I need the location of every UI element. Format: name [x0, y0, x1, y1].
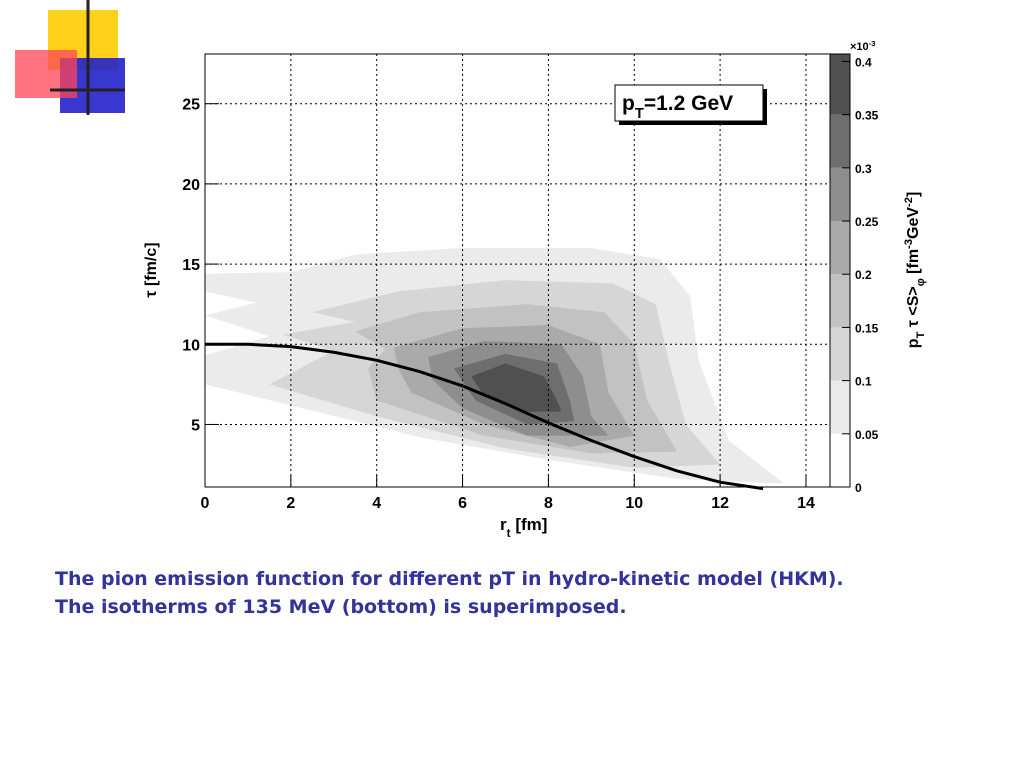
colorbar-label-part: T: [915, 332, 927, 339]
colorbar-exponent-part: ×10: [850, 41, 869, 53]
colorbar-tick-label: 0.3: [855, 162, 872, 176]
isotherm-line: [205, 342, 764, 491]
colorbar-band: [830, 54, 850, 115]
y-tick-label: 15: [182, 257, 200, 274]
x-tick-label: 4: [372, 495, 381, 512]
colorbar-label-part: φ: [915, 278, 927, 286]
colorbar-exponent: ×10-3: [850, 39, 876, 54]
colorbar-tick-label: 0.1: [855, 375, 872, 389]
decoration: [15, 0, 125, 115]
colorbar-label-part: GeV: [905, 207, 922, 239]
x-tick-label: 0: [201, 495, 210, 512]
x-axis-label-part: [fm]: [511, 515, 548, 534]
colorbar-tick-label: 0.2: [855, 268, 872, 282]
colorbar-band: [830, 114, 850, 168]
caption-line: The pion emission function for different…: [55, 568, 844, 590]
colorbar-tick-label: 0.4: [855, 55, 872, 69]
x-tick-label: 14: [797, 495, 815, 512]
contour-region: [471, 363, 562, 412]
annotation-text-part: =1.2 GeV: [644, 92, 733, 115]
colorbar-label-part: p: [905, 338, 922, 348]
colorbar-label-part: -2: [903, 197, 915, 207]
annotation-text-part: T: [635, 106, 644, 122]
y-axis-label-part: τ [fm/c]: [143, 242, 160, 297]
y-tick-label: 20: [182, 177, 200, 194]
colorbar-band: [830, 380, 850, 434]
x-tick-label: 10: [625, 495, 643, 512]
colorbar-tick-label: 0.35: [855, 109, 879, 123]
colorbar-band: [830, 274, 850, 328]
x-axis-label-part: r: [500, 515, 507, 534]
y-tick-label: 10: [182, 337, 200, 354]
colorbar-exponent-part: -3: [869, 39, 876, 48]
x-tick-label: 2: [286, 495, 295, 512]
y-tick-label: 25: [182, 97, 200, 114]
x-axis-label-part: t: [507, 526, 511, 540]
y-tick-label: 5: [191, 417, 200, 434]
colorbar-tick-label: 0.05: [855, 428, 879, 442]
plot-area: 0 2 4 6 8 10 12 14 5 10 15 20 25 0 0.05 0.1 0.15 0.2 0.25 0…: [143, 39, 927, 541]
colorbar-band: [830, 167, 850, 222]
colorbar-tick-label: 0.15: [855, 321, 879, 335]
colorbar-band: [830, 221, 850, 275]
y-axis-label: τ [fm/c]: [143, 242, 160, 297]
colorbar-band: [830, 327, 850, 381]
colorbar-label-part: -3: [903, 239, 915, 249]
x-axis-label: rt [fm]: [500, 515, 547, 540]
colorbar-label-part: ]: [905, 192, 922, 197]
colorbar-tick-label: 0: [855, 481, 862, 495]
x-tick-label: 8: [544, 495, 553, 512]
annotation-text-part: p: [622, 92, 635, 115]
colorbar-frame: [829, 53, 851, 488]
x-tick-label: 6: [458, 495, 467, 512]
colorbar-label: pT τ <S>φ [fm-3GeV-2]: [903, 192, 927, 349]
x-tick-label: 12: [711, 495, 729, 512]
colorbar-tick-label: 0.25: [855, 215, 879, 229]
colorbar-label-part: τ <S>: [905, 286, 922, 331]
caption-line: The isotherms of 135 MeV (bottom) is sup…: [55, 596, 627, 618]
annotation-box: [614, 84, 764, 122]
annotation-text: pT=1.2 GeV: [622, 92, 733, 122]
colorbar-label-part: [fm: [905, 249, 922, 278]
chart: 0 2 4 6 8 10 12 14 5 10 15 20 25 0 0.05 0.1 0.15 0.2 0.25 0…: [15, 0, 927, 541]
